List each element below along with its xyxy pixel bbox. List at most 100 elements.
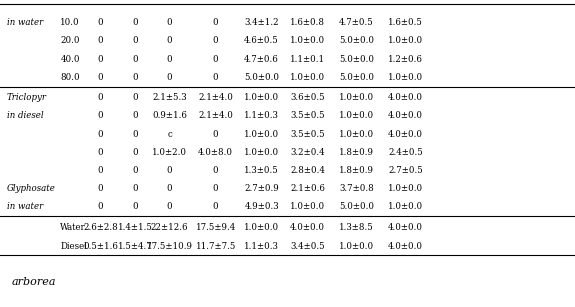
Text: 0: 0 xyxy=(132,55,138,64)
Text: 4.0±0.0: 4.0±0.0 xyxy=(388,111,423,120)
Text: 1.6±0.8: 1.6±0.8 xyxy=(290,18,325,27)
Text: 0: 0 xyxy=(132,37,138,45)
Text: 2.7±0.9: 2.7±0.9 xyxy=(244,184,279,193)
Text: 1.0±0.0: 1.0±0.0 xyxy=(388,73,423,82)
Text: 5.0±0.0: 5.0±0.0 xyxy=(339,37,374,45)
Text: 0: 0 xyxy=(98,18,103,27)
Text: 5.0±0.0: 5.0±0.0 xyxy=(339,73,374,82)
Text: 0: 0 xyxy=(98,55,103,64)
Text: 1.0±0.0: 1.0±0.0 xyxy=(339,130,374,138)
Text: 0: 0 xyxy=(98,73,103,82)
Text: 1.4±1.5: 1.4±1.5 xyxy=(118,223,152,231)
Text: c: c xyxy=(167,130,172,138)
Text: 2.1±0.6: 2.1±0.6 xyxy=(290,184,325,193)
Text: 1.5±4.7: 1.5±4.7 xyxy=(118,242,152,251)
Text: 2.7±0.5: 2.7±0.5 xyxy=(388,166,423,175)
Text: 4.0±8.0: 4.0±8.0 xyxy=(198,148,233,157)
Text: 4.0±0.0: 4.0±0.0 xyxy=(388,242,423,251)
Text: 2.8±0.4: 2.8±0.4 xyxy=(290,166,325,175)
Text: 3.6±0.5: 3.6±0.5 xyxy=(290,93,325,102)
Text: 0: 0 xyxy=(213,18,218,27)
Text: 1.0±0.0: 1.0±0.0 xyxy=(339,93,374,102)
Text: 4.0±0.0: 4.0±0.0 xyxy=(290,223,325,231)
Text: 4.0±0.0: 4.0±0.0 xyxy=(388,93,423,102)
Text: 0: 0 xyxy=(132,111,138,120)
Text: 0: 0 xyxy=(98,37,103,45)
Text: 11.7±7.5: 11.7±7.5 xyxy=(196,242,236,251)
Text: 1.0±0.0: 1.0±0.0 xyxy=(244,93,279,102)
Text: 80.0: 80.0 xyxy=(60,73,80,82)
Text: 1.0±0.0: 1.0±0.0 xyxy=(290,37,325,45)
Text: 4.9±0.3: 4.9±0.3 xyxy=(244,202,279,211)
Text: 0: 0 xyxy=(167,73,172,82)
Text: 4.6±0.5: 4.6±0.5 xyxy=(244,37,279,45)
Text: in diesel: in diesel xyxy=(7,111,44,120)
Text: 0: 0 xyxy=(132,18,138,27)
Text: 0: 0 xyxy=(98,93,103,102)
Text: 0: 0 xyxy=(167,55,172,64)
Text: 0: 0 xyxy=(98,111,103,120)
Text: 2.4±0.5: 2.4±0.5 xyxy=(388,148,423,157)
Text: 4.7±0.5: 4.7±0.5 xyxy=(339,18,374,27)
Text: Diesel: Diesel xyxy=(60,242,87,251)
Text: 22±12.6: 22±12.6 xyxy=(151,223,189,231)
Text: 0: 0 xyxy=(213,166,218,175)
Text: 3.4±0.5: 3.4±0.5 xyxy=(290,242,325,251)
Text: 4.0±0.0: 4.0±0.0 xyxy=(388,223,423,231)
Text: 0: 0 xyxy=(98,184,103,193)
Text: in water: in water xyxy=(7,202,43,211)
Text: 20.0: 20.0 xyxy=(60,37,80,45)
Text: 17.5±10.9: 17.5±10.9 xyxy=(147,242,193,251)
Text: 0: 0 xyxy=(98,130,103,138)
Text: 0: 0 xyxy=(98,166,103,175)
Text: 1.0±0.0: 1.0±0.0 xyxy=(339,111,374,120)
Text: 0: 0 xyxy=(132,166,138,175)
Text: 1.0±0.0: 1.0±0.0 xyxy=(244,148,279,157)
Text: 0: 0 xyxy=(132,184,138,193)
Text: 1.3±8.5: 1.3±8.5 xyxy=(339,223,374,231)
Text: 0: 0 xyxy=(167,166,172,175)
Text: 1.0±0.0: 1.0±0.0 xyxy=(339,242,374,251)
Text: 1.0±0.0: 1.0±0.0 xyxy=(290,73,325,82)
Text: 0: 0 xyxy=(213,37,218,45)
Text: 1.0±2.0: 1.0±2.0 xyxy=(152,148,187,157)
Text: 0: 0 xyxy=(213,73,218,82)
Text: 2.6±2.8: 2.6±2.8 xyxy=(83,223,118,231)
Text: 1.0±0.0: 1.0±0.0 xyxy=(388,202,423,211)
Text: 1.0±0.0: 1.0±0.0 xyxy=(388,184,423,193)
Text: 0: 0 xyxy=(167,202,172,211)
Text: 1.0±0.0: 1.0±0.0 xyxy=(244,223,279,231)
Text: Water: Water xyxy=(60,223,86,231)
Text: 0.9±1.6: 0.9±1.6 xyxy=(152,111,187,120)
Text: 0: 0 xyxy=(132,93,138,102)
Text: 3.4±1.2: 3.4±1.2 xyxy=(244,18,279,27)
Text: 1.1±0.1: 1.1±0.1 xyxy=(290,55,325,64)
Text: 1.3±0.5: 1.3±0.5 xyxy=(244,166,279,175)
Text: 0: 0 xyxy=(132,202,138,211)
Text: 5.0±0.0: 5.0±0.0 xyxy=(339,55,374,64)
Text: 0: 0 xyxy=(167,18,172,27)
Text: 2.1±4.0: 2.1±4.0 xyxy=(198,93,233,102)
Text: 1.8±0.9: 1.8±0.9 xyxy=(339,166,374,175)
Text: 0.5±1.6: 0.5±1.6 xyxy=(83,242,118,251)
Text: 1.0±0.0: 1.0±0.0 xyxy=(388,37,423,45)
Text: 1.6±0.5: 1.6±0.5 xyxy=(388,18,423,27)
Text: 3.2±0.4: 3.2±0.4 xyxy=(290,148,325,157)
Text: 0: 0 xyxy=(98,148,103,157)
Text: arborea: arborea xyxy=(12,277,56,287)
Text: 3.5±0.5: 3.5±0.5 xyxy=(290,130,325,138)
Text: in water: in water xyxy=(7,18,43,27)
Text: 5.0±0.0: 5.0±0.0 xyxy=(339,202,374,211)
Text: 3.7±0.8: 3.7±0.8 xyxy=(339,184,374,193)
Text: 0: 0 xyxy=(167,37,172,45)
Text: 1.2±0.6: 1.2±0.6 xyxy=(388,55,423,64)
Text: 1.0±0.0: 1.0±0.0 xyxy=(290,202,325,211)
Text: 10.0: 10.0 xyxy=(60,18,80,27)
Text: 3.5±0.5: 3.5±0.5 xyxy=(290,111,325,120)
Text: 0: 0 xyxy=(132,148,138,157)
Text: 40.0: 40.0 xyxy=(60,55,80,64)
Text: Glyphosate: Glyphosate xyxy=(7,184,56,193)
Text: 4.7±0.6: 4.7±0.6 xyxy=(244,55,279,64)
Text: 1.8±0.9: 1.8±0.9 xyxy=(339,148,374,157)
Text: 4.0±0.0: 4.0±0.0 xyxy=(388,130,423,138)
